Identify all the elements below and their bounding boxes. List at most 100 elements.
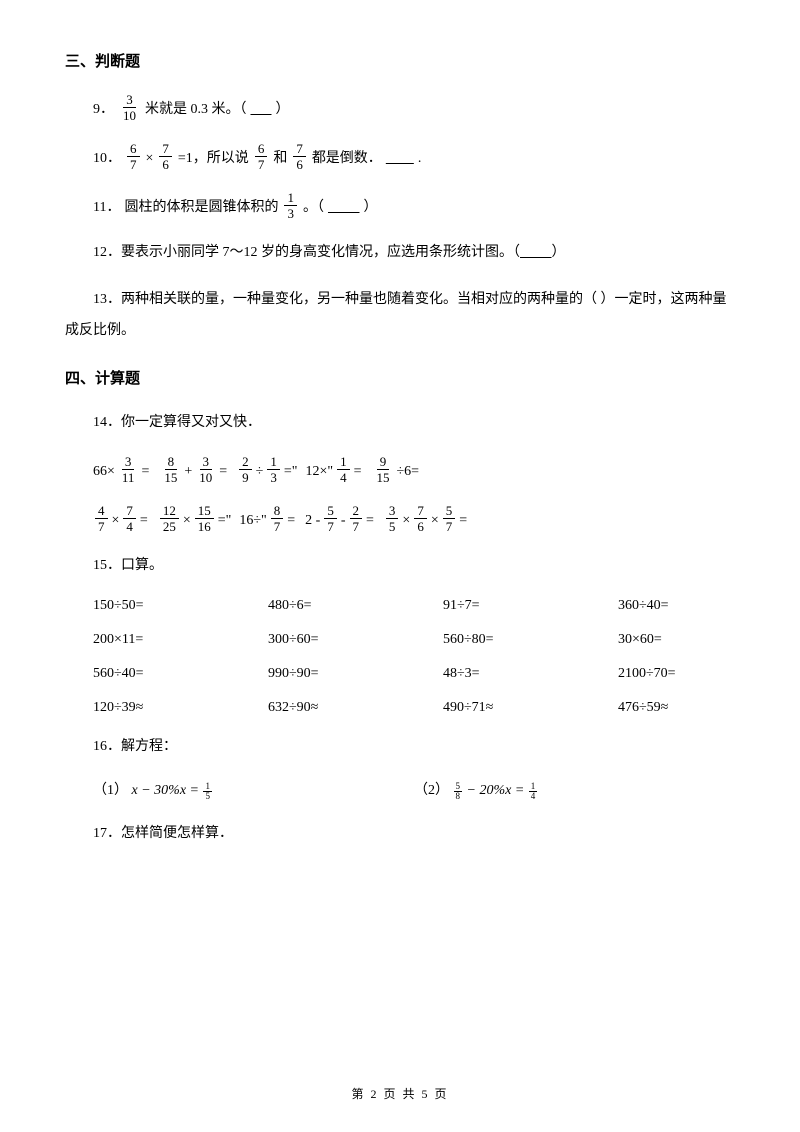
frac-den: 7 [271, 519, 284, 533]
q14-row1: 66× 311 = 815 + 310 = 29 ÷ 13 =" 12×" 14… [65, 455, 735, 484]
frac: 1516 [195, 504, 214, 533]
q14r2-i1b: = [140, 508, 148, 533]
frac-num: 8 [271, 504, 284, 519]
frac: 310 [196, 455, 215, 484]
question-11: 11． 圆柱的体积是圆锥体积的 13 。（ ） [65, 191, 735, 220]
frac-num: 2 [350, 504, 363, 519]
calc-item: 120÷39≈ [93, 700, 223, 716]
q10-t2: =1，所以说 [178, 146, 249, 171]
frac: 27 [350, 504, 363, 533]
frac-num: 7 [414, 504, 427, 519]
section-3-title: 三、判断题 [65, 50, 735, 71]
q9-num: 9． [93, 97, 114, 122]
q14r2-i2a: × [183, 508, 191, 533]
q14r1-i2b: = [219, 459, 227, 484]
q14r2-i4c: = [366, 508, 374, 533]
q15-row3: 120÷39≈ 632÷90≈ 490÷71≈ 476÷59≈ [65, 700, 735, 716]
q16-eq2-mid: − 20%x = [467, 783, 525, 798]
frac: 1225 [160, 504, 179, 533]
q17-t1: 怎样简便怎样算． [121, 826, 233, 841]
q16-eq2-label: （2） [414, 783, 449, 798]
question-13: 13．两种相关联的量，一种量变化，另一种量也随着变化。当相对应的两种量的（ ）一… [65, 285, 735, 347]
q16-eq2: （2） 58 − 20%x = 14 [414, 779, 735, 800]
calc-item: 48÷3= [443, 666, 573, 682]
q14-num: 14． [93, 415, 121, 430]
frac: 35 [386, 504, 399, 533]
frac: 13 [267, 455, 280, 484]
frac-den: 15 [161, 470, 180, 484]
q12-t1: 要表示小丽同学 7～12 岁的身高变化情况，应选用条形统计图。（ [121, 245, 520, 260]
frac-num: 12 [160, 504, 179, 519]
q14r1-i4a: 12×" [305, 459, 333, 484]
frac-den: 10 [120, 108, 139, 122]
frac-den: 10 [196, 470, 215, 484]
q15-row2: 560÷40= 990÷90= 48÷3= 2100÷70= [65, 666, 735, 682]
q10-num: 10． [93, 146, 121, 171]
question-16: 16．解方程： [65, 734, 735, 759]
frac-den: 7 [95, 519, 108, 533]
frac-den: 4 [529, 792, 538, 801]
frac-num: 4 [95, 504, 108, 519]
q13-t1: 两种相关联的量，一种量变化，另一种量也随着变化。当相对应的两种量的（ ）一定时，… [65, 292, 727, 338]
q14r2-i5b: × [431, 508, 439, 533]
calc-item: 560÷40= [93, 666, 223, 682]
q17-num: 17． [93, 826, 121, 841]
q14r2-i4b: - [341, 508, 346, 533]
frac: 74 [123, 504, 136, 533]
frac-num: 1 [337, 455, 350, 470]
q9-text1: 米就是 0.3 米。（ [145, 97, 247, 122]
question-15: 15．口算。 [65, 553, 735, 578]
q14-t1: 你一定算得又对又快． [121, 415, 261, 430]
frac-den: 7 [127, 157, 140, 171]
calc-item: 150÷50= [93, 598, 223, 614]
q12-blank [520, 245, 552, 260]
calc-item: 200×11= [93, 632, 223, 648]
q15-num: 15． [93, 558, 121, 573]
q10-f4: 76 [293, 142, 306, 171]
q16-eq1-label: （1） [93, 783, 128, 798]
frac-den: 8 [454, 792, 463, 801]
q11-num: 11． [93, 195, 120, 220]
question-12: 12．要表示小丽同学 7～12 岁的身高变化情况，应选用条形统计图。（ ） [65, 240, 735, 265]
calc-item: 560÷80= [443, 632, 573, 648]
q10-blank [386, 146, 414, 171]
frac-num: 3 [386, 504, 399, 519]
frac-small: 15 [203, 782, 212, 801]
q14r1-i1b: = [141, 459, 149, 484]
frac: 29 [239, 455, 252, 484]
q10-f2: 76 [159, 142, 172, 171]
question-9: 9． 3 10 米就是 0.3 米。（ ） [65, 93, 735, 122]
frac: 14 [337, 455, 350, 484]
calc-item: 480÷6= [268, 598, 398, 614]
frac-num: 8 [165, 455, 178, 470]
frac: 915 [374, 455, 393, 484]
q14r2-i3a: 16÷" [239, 508, 266, 533]
q16-eq1-lhs: x − 30%x = [132, 783, 199, 798]
q14r2-i5c: = [459, 508, 467, 533]
frac-den: 3 [267, 470, 280, 484]
q9-text2: ） [276, 97, 290, 122]
frac-num: 1 [267, 455, 280, 470]
frac: 815 [161, 455, 180, 484]
q10-t3: 和 [273, 146, 287, 171]
q14r1-i1a: 66× [93, 459, 115, 484]
calc-item: 476÷59≈ [618, 700, 668, 716]
q15-row0: 150÷50= 480÷6= 91÷7= 360÷40= [65, 598, 735, 614]
q16-t1: 解方程： [121, 739, 177, 754]
q14r1-i2a: + [184, 459, 192, 484]
frac: 47 [95, 504, 108, 533]
frac-den: 9 [239, 470, 252, 484]
q11-t1: 圆柱的体积是圆锥体积的 [124, 195, 278, 220]
question-10: 10． 67 × 76 =1，所以说 67 和 76 都是倒数． . [65, 142, 735, 171]
calc-item: 490÷71≈ [443, 700, 573, 716]
q14r1-i3a: ÷ [256, 459, 264, 484]
q16-num: 16． [93, 739, 121, 754]
q10-t5: . [418, 146, 422, 171]
section-4-title: 四、计算题 [65, 367, 735, 388]
frac-num: 15 [195, 504, 214, 519]
q10-f1: 67 [127, 142, 140, 171]
q16-eq1: （1） x − 30%x = 15 [93, 779, 414, 800]
q9-frac: 3 10 [120, 93, 139, 122]
calc-item: 2100÷70= [618, 666, 676, 682]
frac-num: 1 [284, 191, 297, 206]
